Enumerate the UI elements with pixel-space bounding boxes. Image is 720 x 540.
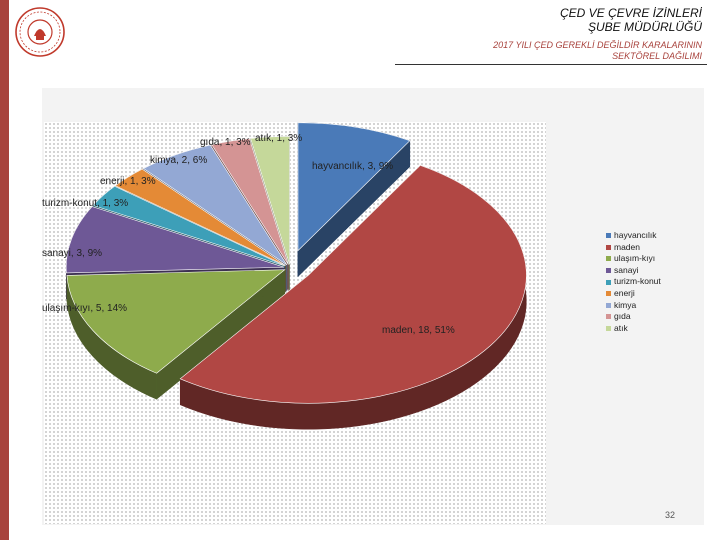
legend-label: atık bbox=[614, 322, 628, 333]
header-divider bbox=[395, 64, 707, 65]
pie-slice-maden bbox=[179, 165, 527, 404]
legend-swatch bbox=[606, 233, 611, 239]
ministry-logo-icon bbox=[15, 7, 65, 57]
pie-slice-atik bbox=[250, 136, 290, 265]
chart-legend: hayvancılık maden ulaşım-kıyı sanayi turizm-… bbox=[606, 230, 661, 334]
legend-label: kimya bbox=[614, 299, 637, 310]
pie-slice-kimya bbox=[142, 144, 288, 266]
data-label: enerji, 1, 3% bbox=[100, 176, 156, 187]
legend-label: enerji bbox=[614, 287, 635, 298]
page-number: 32 bbox=[665, 510, 676, 520]
legend-item: turizm-konut bbox=[606, 276, 661, 288]
pie-slice-ulasim-kiyi bbox=[66, 269, 286, 374]
legend-swatch bbox=[606, 256, 611, 262]
data-label: gıda, 1, 3% bbox=[200, 137, 251, 148]
data-label: ulaşım-kıyı, 5, 14% bbox=[42, 303, 127, 314]
legend-item: enerji bbox=[606, 288, 661, 300]
slide-subtitle: 2017 YILI ÇED GEREKLİ DEĞİLDİR KARALARIN… bbox=[493, 40, 702, 62]
legend-label: gıda bbox=[614, 311, 631, 322]
legend-item: maden bbox=[606, 242, 661, 254]
legend-label: ulaşım-kıyı bbox=[614, 253, 656, 264]
legend-item: ulaşım-kıyı bbox=[606, 253, 661, 265]
data-label: turizm-konut, 1, 3% bbox=[42, 198, 128, 209]
legend-item: hayvancılık bbox=[606, 230, 661, 242]
pie-slice-gida bbox=[211, 138, 289, 265]
pie-slice-enerji bbox=[114, 168, 286, 266]
legend-swatch bbox=[606, 279, 611, 285]
data-label: maden, 18, 51% bbox=[382, 325, 455, 336]
slide-title: ÇED VE ÇEVRE İZİNLERİ ŞUBE MÜDÜRLÜĞÜ bbox=[560, 6, 702, 34]
pie-slice-hayvancilik bbox=[297, 122, 411, 252]
legend-item: sanayi bbox=[606, 265, 661, 277]
data-label: sanayi, 3, 9% bbox=[42, 248, 102, 259]
legend-label: turizm-konut bbox=[614, 276, 661, 287]
subtitle-line-1: 2017 YILI ÇED GEREKLİ DEĞİLDİR KARALARIN… bbox=[493, 40, 702, 50]
subtitle-line-2: SEKTÖREL DAĞILIMI bbox=[612, 51, 702, 61]
data-label: atık, 1, 3% bbox=[255, 133, 302, 144]
legend-swatch bbox=[606, 302, 611, 308]
legend-swatch bbox=[606, 268, 611, 274]
pie-slice-sanayi bbox=[65, 206, 285, 274]
legend-label: sanayi bbox=[614, 264, 639, 275]
legend-swatch bbox=[606, 291, 611, 297]
legend-item: atık bbox=[606, 323, 661, 335]
legend-swatch bbox=[606, 244, 611, 250]
legend-item: gıda bbox=[606, 311, 661, 323]
legend-label: hayvancılık bbox=[614, 230, 657, 240]
legend-swatch bbox=[606, 314, 611, 320]
pie-slice-turizm-konut bbox=[92, 185, 286, 267]
data-label: kimya, 2, 6% bbox=[150, 155, 207, 166]
left-accent-bar bbox=[0, 0, 9, 540]
title-line-2: ŞUBE MÜDÜRLÜĞÜ bbox=[587, 20, 702, 34]
legend-swatch bbox=[606, 326, 611, 332]
data-labels: hayvancılık, 3, 9% maden, 18, 51% ulaşım-k… bbox=[42, 133, 455, 336]
title-line-1: ÇED VE ÇEVRE İZİNLERİ bbox=[559, 6, 702, 20]
data-label: hayvancılık, 3, 9% bbox=[312, 161, 393, 172]
pie-tops bbox=[65, 122, 527, 404]
legend-item: kimya bbox=[606, 300, 661, 312]
legend-label: maden bbox=[614, 241, 640, 252]
